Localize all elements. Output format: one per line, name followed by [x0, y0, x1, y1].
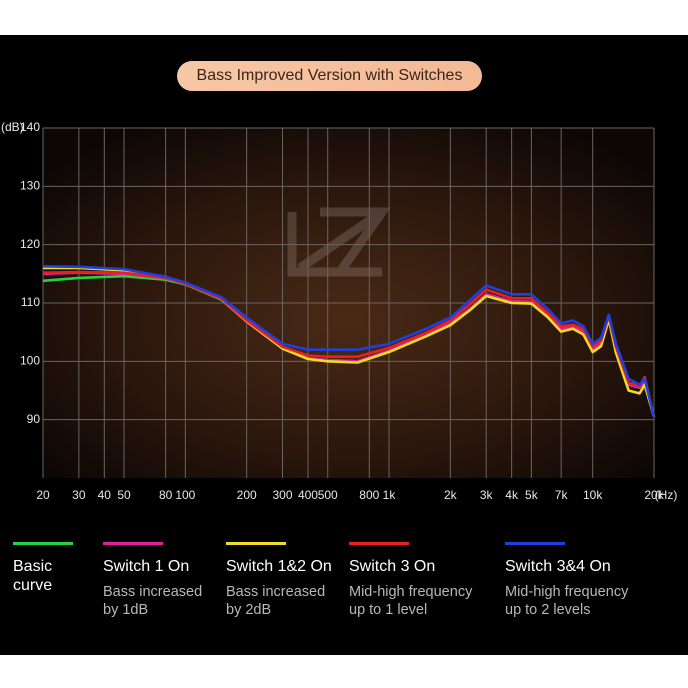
legend-description: Mid-high frequency up to 1 level: [349, 584, 473, 618]
legend-label: Switch 1 On: [103, 558, 190, 575]
x-tick-label: 3k: [480, 488, 494, 502]
y-tick-label: 140: [20, 120, 40, 134]
legend-description: Mid-high frequency up to 2 levels: [505, 584, 629, 618]
legend-item: Switch 1&2 On Bass increased by 2dB: [226, 542, 336, 619]
x-tick-label: 40: [98, 488, 112, 502]
x-axis-label: (Hz): [655, 488, 678, 502]
legend-swatch: [505, 542, 565, 545]
legend-swatch: [349, 542, 409, 545]
y-tick-label: 90: [27, 412, 41, 426]
x-tick-label: 10k: [583, 488, 603, 502]
legend-description: Bass increased by 1dB: [103, 584, 203, 618]
legend-swatch: [103, 542, 163, 545]
legend-item: Basic curve: [13, 542, 73, 595]
x-tick-label: 400: [298, 488, 318, 502]
legend-label: Switch 1&2 On: [226, 558, 332, 575]
legend-swatch: [13, 542, 73, 545]
y-tick-label: 110: [21, 295, 40, 309]
legend-label: Switch 3 On: [349, 558, 436, 575]
legend-description: Bass increased by 2dB: [226, 584, 326, 618]
x-tick-label: 4k: [505, 488, 519, 502]
legend-label: Switch 3&4 On: [505, 558, 611, 575]
watermark-logo: [287, 207, 391, 277]
legend-item: Switch 3&4 On Mid-high frequency up to 2 …: [505, 542, 645, 619]
x-tick-label: 20k: [644, 488, 664, 502]
x-tick-label: 500: [318, 488, 338, 502]
x-tick-label: 100: [175, 488, 195, 502]
legend-swatch: [226, 542, 286, 545]
x-tick-label: 200: [237, 488, 257, 502]
x-tick-label: 7k: [555, 488, 569, 502]
x-tick-label: 20: [36, 488, 50, 502]
x-tick-label: 80: [159, 488, 173, 502]
title-pill: [177, 61, 482, 91]
series-line: [42, 265, 656, 418]
legend-label: Basic curve: [13, 558, 53, 594]
x-tick-label: 1k: [383, 488, 397, 502]
x-tick-label: 50: [117, 488, 131, 502]
legend-item: Switch 3 On Mid-high frequency up to 1 le…: [349, 542, 489, 619]
y-tick-label: 130: [20, 179, 40, 193]
x-tick-label: 30: [72, 488, 86, 502]
x-tick-label: 5k: [525, 488, 539, 502]
y-tick-label: 100: [20, 354, 40, 368]
legend-item: Switch 1 On Bass increased by 1dB: [103, 542, 213, 619]
chart-title: Bass Improved Version with Switches: [197, 67, 463, 84]
y-tick-label: 120: [20, 237, 40, 251]
x-tick-label: 2k: [444, 488, 458, 502]
x-tick-label: 300: [273, 488, 293, 502]
y-axis-label: (dB): [1, 120, 24, 134]
x-tick-label: 800: [359, 488, 379, 502]
